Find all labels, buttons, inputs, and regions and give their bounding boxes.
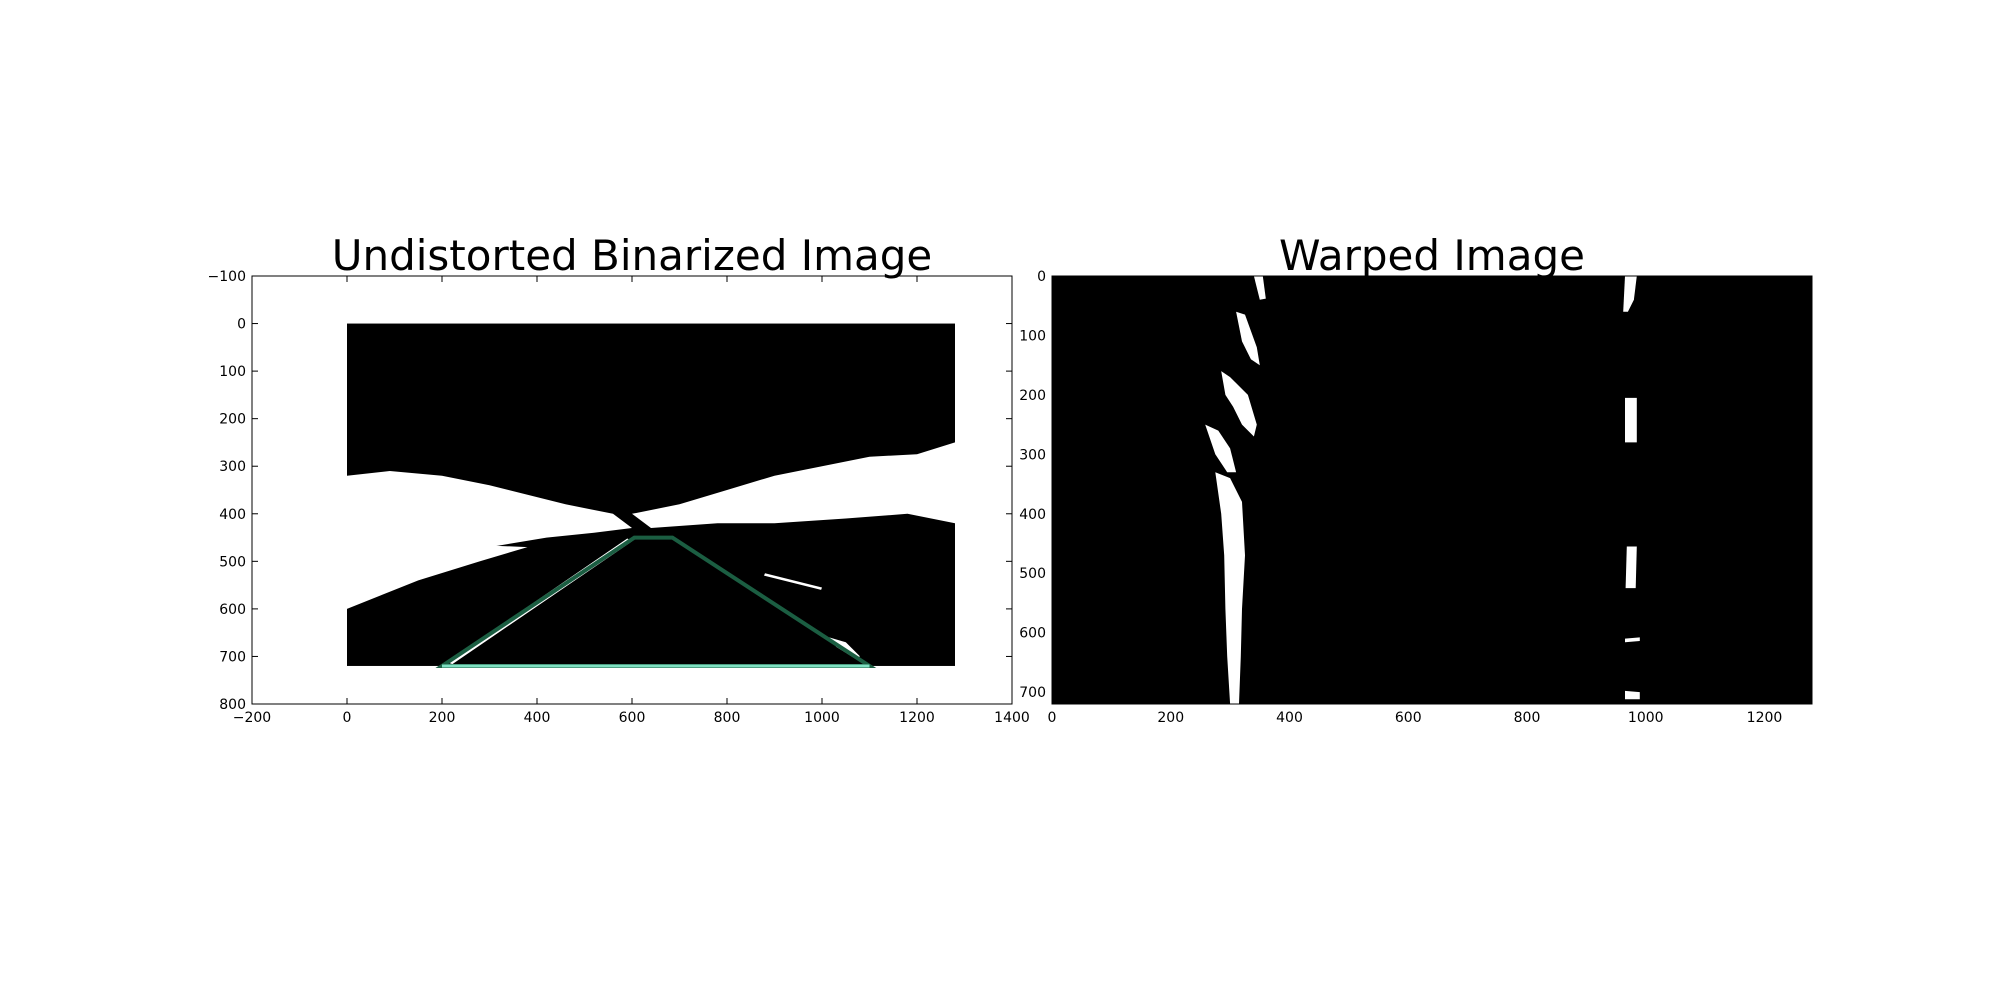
- y-tick-label: 800: [219, 697, 246, 713]
- y-tick-label: 600: [219, 602, 246, 618]
- y-tick-label: 400: [1019, 507, 1046, 523]
- y-tick-label: 100: [219, 364, 246, 380]
- y-tick-label: 300: [219, 459, 246, 475]
- y-tick-label: 0: [237, 317, 246, 333]
- y-tick-label: 200: [219, 412, 246, 428]
- binarized-image: [347, 324, 955, 666]
- y-tick-label: 200: [1019, 388, 1046, 404]
- x-tick-label: 400: [524, 710, 551, 726]
- y-tick-label: 700: [1019, 685, 1046, 701]
- y-tick-label: 700: [219, 649, 246, 665]
- x-tick-label: 0: [1048, 710, 1057, 726]
- x-tick-label: 1400: [994, 710, 1030, 726]
- image-background: [1052, 276, 1812, 704]
- x-tick-label: 1200: [899, 710, 935, 726]
- x-tick-label: 600: [1395, 710, 1422, 726]
- y-tick-label: 100: [1019, 328, 1046, 344]
- panel-title-warped: Warped Image: [1279, 231, 1585, 280]
- y-tick-label: 400: [219, 507, 246, 523]
- x-tick-label: 1000: [804, 710, 840, 726]
- x-tick-label: 200: [1157, 710, 1184, 726]
- y-tick-label: 600: [1019, 626, 1046, 642]
- x-tick-label: 800: [714, 710, 741, 726]
- white-region-right-lane-bottom: [1625, 691, 1640, 699]
- y-tick-label: 300: [1019, 447, 1046, 463]
- warped-image: [1052, 276, 1812, 704]
- y-tick-label: −100: [208, 269, 246, 285]
- y-tick-label: 500: [1019, 566, 1046, 582]
- panel-title-undistorted: Undistorted Binarized Image: [332, 231, 933, 280]
- white-region-right-lane-mid: [1626, 547, 1637, 589]
- x-tick-label: 600: [619, 710, 646, 726]
- x-tick-label: 1000: [1628, 710, 1664, 726]
- x-tick-label: 1200: [1747, 710, 1783, 726]
- x-tick-label: 400: [1276, 710, 1303, 726]
- y-tick-label: 500: [219, 554, 246, 570]
- panel-undistorted: Undistorted Binarized Image −200 0 200 400 6…: [208, 231, 1030, 726]
- panel-warped: Warped Image 0 200 400 600 800 1000 1200 0 100 2…: [1019, 231, 1812, 726]
- x-tick-label: 200: [429, 710, 456, 726]
- y-tick-label: 0: [1037, 269, 1046, 285]
- x-tick-label: 0: [343, 710, 352, 726]
- x-tick-label: 800: [1514, 710, 1541, 726]
- white-region-right-lane-upper: [1625, 398, 1637, 443]
